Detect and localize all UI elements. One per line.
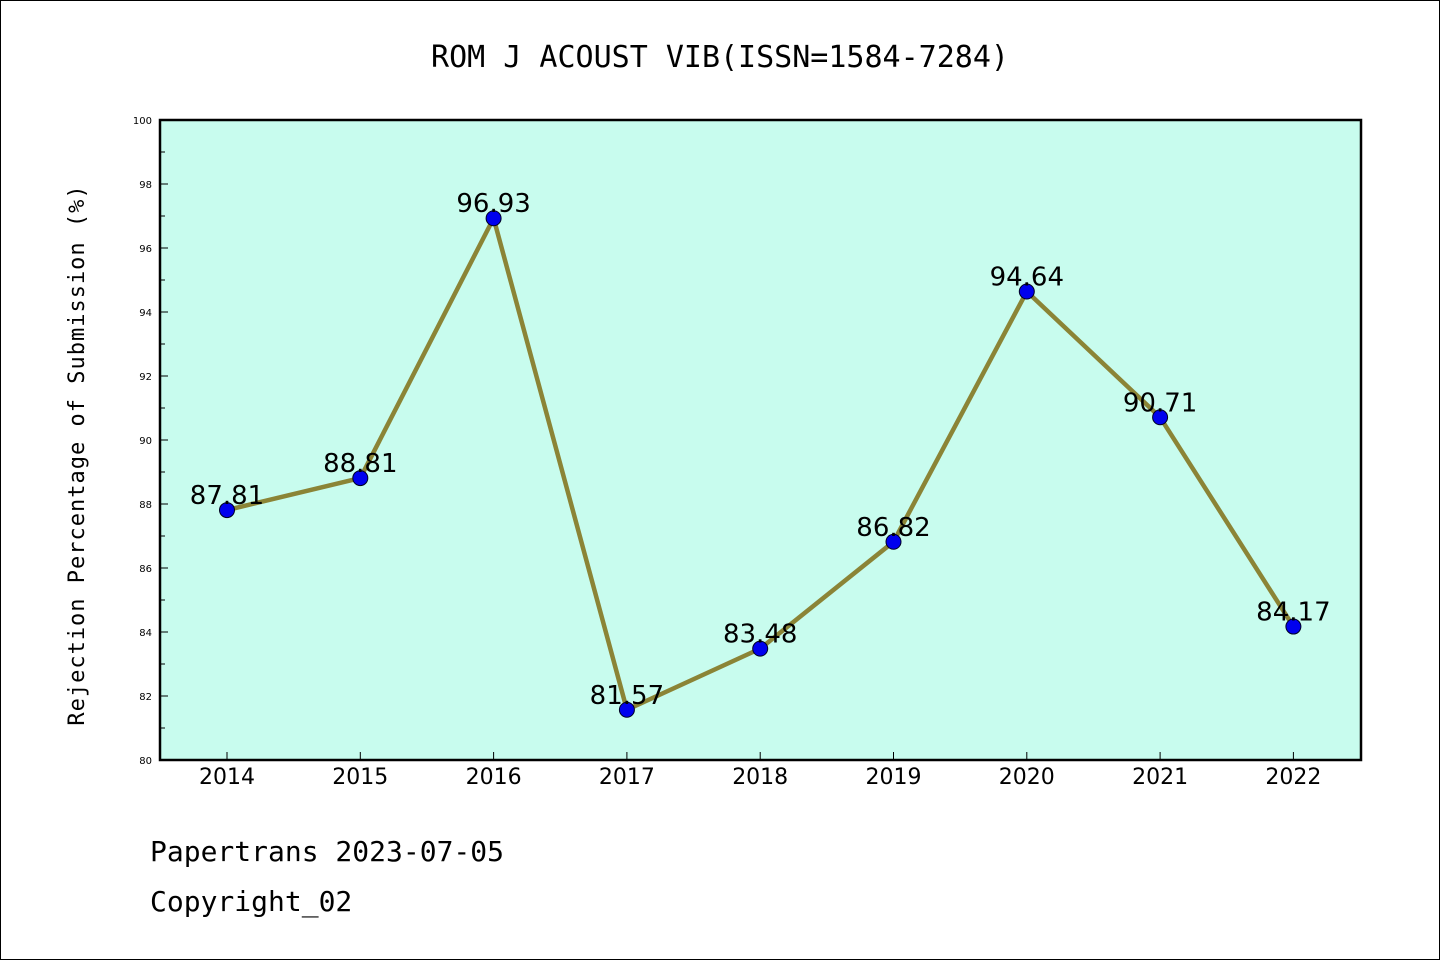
x-axis: 2014 2015 2016 2017 2018 2019 2020 2021 2022 (199, 752, 1321, 790)
x-tick-label: 2017 (599, 765, 655, 790)
data-point (618, 701, 635, 718)
data-label: 87.81 (190, 481, 264, 511)
x-tick-label: 2022 (1265, 765, 1321, 790)
x-tick-label: 2016 (466, 765, 522, 790)
data-point (1285, 618, 1302, 635)
plot-area (158, 118, 1363, 762)
x-tick-label: 2015 (332, 765, 388, 790)
x-tick-label: 2021 (1132, 765, 1188, 790)
data-label: 94.64 (990, 263, 1064, 293)
data-point (352, 470, 369, 487)
y-tick-label: 86 (139, 564, 152, 575)
x-tick-label: 2020 (999, 765, 1055, 790)
y-tick-label: 92 (139, 372, 152, 383)
data-label: 90.71 (1123, 388, 1197, 418)
data-label: 83.48 (723, 620, 797, 650)
data-label: 96.93 (456, 189, 530, 219)
data-point (885, 533, 902, 550)
data-point (1152, 409, 1169, 426)
y-tick-label: 96 (139, 244, 152, 255)
data-point (752, 640, 769, 657)
data-point (485, 210, 502, 227)
data-point (219, 502, 235, 519)
y-tick-label: 94 (139, 308, 152, 319)
data-label: 88.81 (323, 449, 397, 479)
y-tick-label: 84 (139, 628, 152, 639)
data-label: 86.82 (856, 513, 930, 543)
y-tick-label: 90 (139, 436, 152, 447)
y-tick-label: 80 (139, 756, 152, 767)
y-tick-label: 98 (139, 180, 152, 191)
y-tick-label: 100 (133, 116, 152, 127)
x-tick-label: 2019 (866, 765, 922, 790)
data-label: 81.57 (590, 681, 664, 711)
data-point (1018, 283, 1035, 300)
data-labels: 87.81 88.81 96.93 81.57 83.48 86.82 94.64 90.71… (190, 189, 1331, 711)
y-tick-label: 82 (139, 692, 152, 703)
data-label: 84.17 (1256, 598, 1330, 628)
data-points (219, 210, 1302, 718)
y-tick-label: 88 (139, 500, 152, 511)
y-axis-label: Rejection Percentage of Submission (%) (65, 184, 90, 725)
chart-title: ROM J ACOUST VIB(ISSN=1584-7284) (431, 40, 1009, 75)
y-axis: 80 82 84 86 88 90 92 94 96 98 100 (133, 116, 168, 767)
footer-copyright: Copyright_02 (150, 885, 353, 918)
footer-date: Papertrans 2023-07-05 (150, 835, 505, 868)
x-tick-label: 2018 (732, 765, 788, 790)
x-tick-label: 2014 (199, 765, 255, 790)
